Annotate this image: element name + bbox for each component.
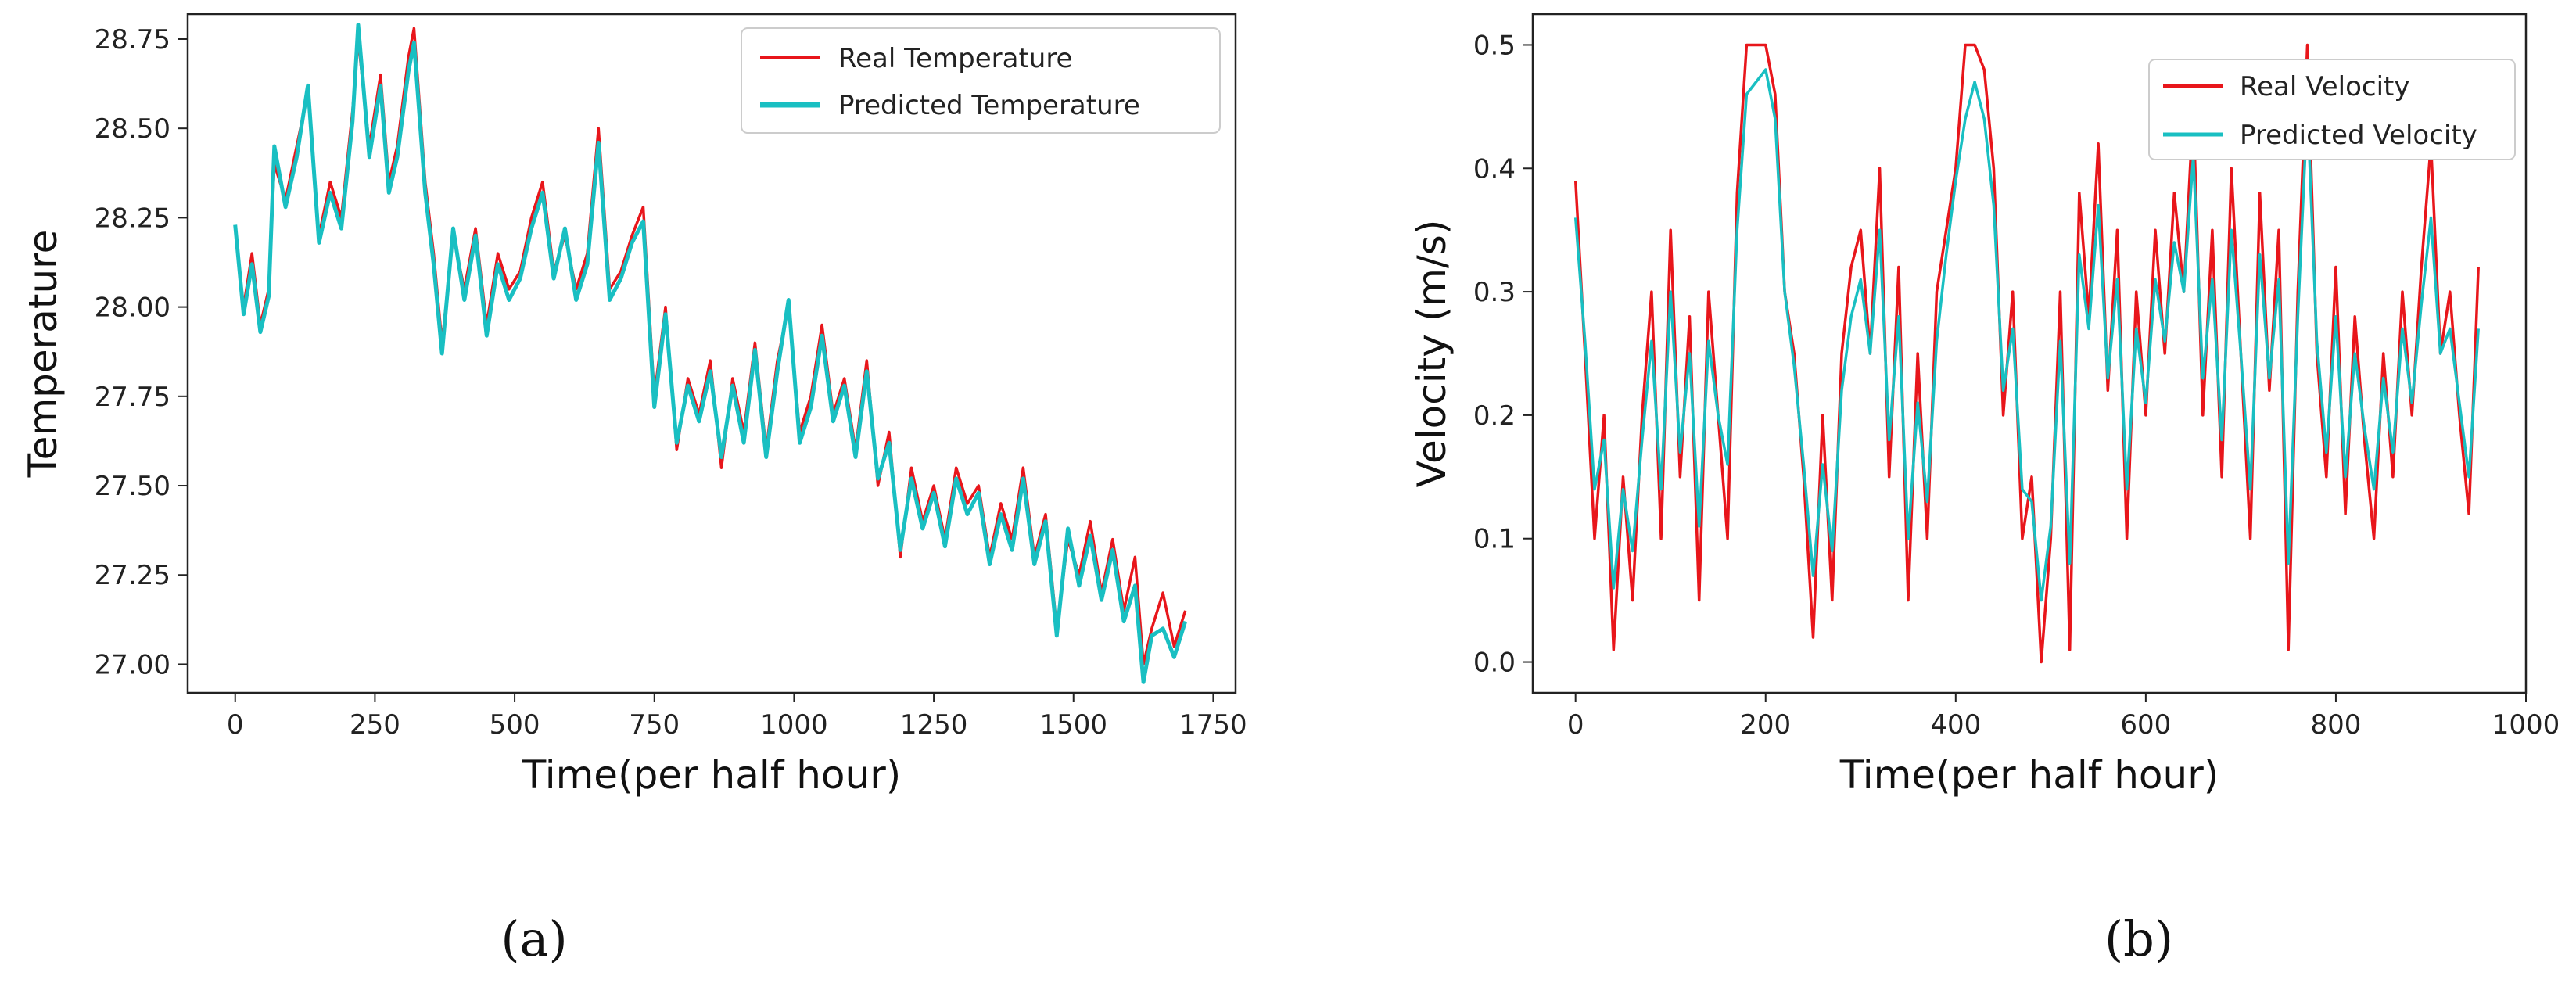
legend-real-temperature-label: Real Temperature xyxy=(838,43,1072,74)
legend-predicted-temperature-label: Predicted Temperature xyxy=(838,90,1140,121)
temperature-x-axis-title: Time(per half hour) xyxy=(522,752,902,798)
panel-label-a: (a) xyxy=(500,910,567,967)
legend-real-velocity-label: Real Velocity xyxy=(2240,71,2409,102)
velocity-y-axis-title: Velocity (m/s) xyxy=(1409,220,1455,488)
panel-label-b: (b) xyxy=(2104,910,2173,967)
temperature-y-tick-label: 27.00 xyxy=(95,649,170,680)
velocity-legend-box xyxy=(2148,59,2516,160)
velocity-y-tick-label: 0.2 xyxy=(1473,400,1516,432)
velocity-x-tick-label: 400 xyxy=(1930,709,1981,741)
temperature-y-tick-label: 28.25 xyxy=(95,203,170,234)
temperature-x-tick-label: 750 xyxy=(629,709,680,741)
legend-predicted-velocity-label: Predicted Velocity xyxy=(2240,120,2477,151)
velocity-legend: Real Velocity Predicted Velocity xyxy=(2148,59,2516,160)
temperature-x-tick-label: 1000 xyxy=(760,709,828,741)
temperature-y-axis-title: Temperature xyxy=(20,230,66,479)
temperature-legend: Real Temperature Predicted Temperature xyxy=(741,27,1221,134)
velocity-y-tick-label: 0.1 xyxy=(1473,524,1516,555)
temperature-x-tick-label: 1750 xyxy=(1179,709,1247,741)
velocity-y-tick-label: 0.0 xyxy=(1473,648,1516,679)
temperature-y-tick-label: 28.75 xyxy=(95,24,170,56)
velocity-x-tick-label: 1000 xyxy=(2492,709,2560,741)
velocity-series-predicted-velocity xyxy=(1573,68,2480,602)
temperature-legend-box xyxy=(741,27,1221,134)
velocity-x-tick-label: 0 xyxy=(1567,709,1584,741)
temperature-chart: 0 250 500 750 1000 1250 1500 1750 27.00 27.25 27.5… xyxy=(20,13,1247,967)
temperature-x-tick-label: 500 xyxy=(490,709,540,741)
temperature-x-tick-label: 250 xyxy=(350,709,400,741)
temperature-y-tick-label: 27.25 xyxy=(95,560,170,591)
temperature-y-tick-label: 28.50 xyxy=(95,113,170,145)
velocity-y-tick-label: 0.3 xyxy=(1473,277,1516,308)
temperature-x-tick-label: 1250 xyxy=(900,709,968,741)
temperature-x-tick-label: 1500 xyxy=(1039,709,1107,741)
temperature-y-tick-label: 27.50 xyxy=(95,471,170,502)
velocity-x-tick-label: 600 xyxy=(2120,709,2171,741)
velocity-y-tick-label: 0.4 xyxy=(1473,153,1516,185)
temperature-series-predicted-temperature xyxy=(233,23,1188,684)
velocity-x-tick-label: 800 xyxy=(2310,709,2361,741)
velocity-x-axis-title: Time(per half hour) xyxy=(1839,752,2219,798)
velocity-chart: 0 200 400 600 800 1000 0.0 0.1 0.2 0.3 0.4 0.5 Time… xyxy=(1409,13,2560,967)
temperature-y-tick-label: 28.00 xyxy=(95,292,170,324)
temperature-x-tick-label: 0 xyxy=(227,709,244,741)
temperature-y-tick-label: 27.75 xyxy=(95,382,170,413)
velocity-y-tick-label: 0.5 xyxy=(1473,30,1516,61)
velocity-x-tick-label: 200 xyxy=(1740,709,1791,741)
